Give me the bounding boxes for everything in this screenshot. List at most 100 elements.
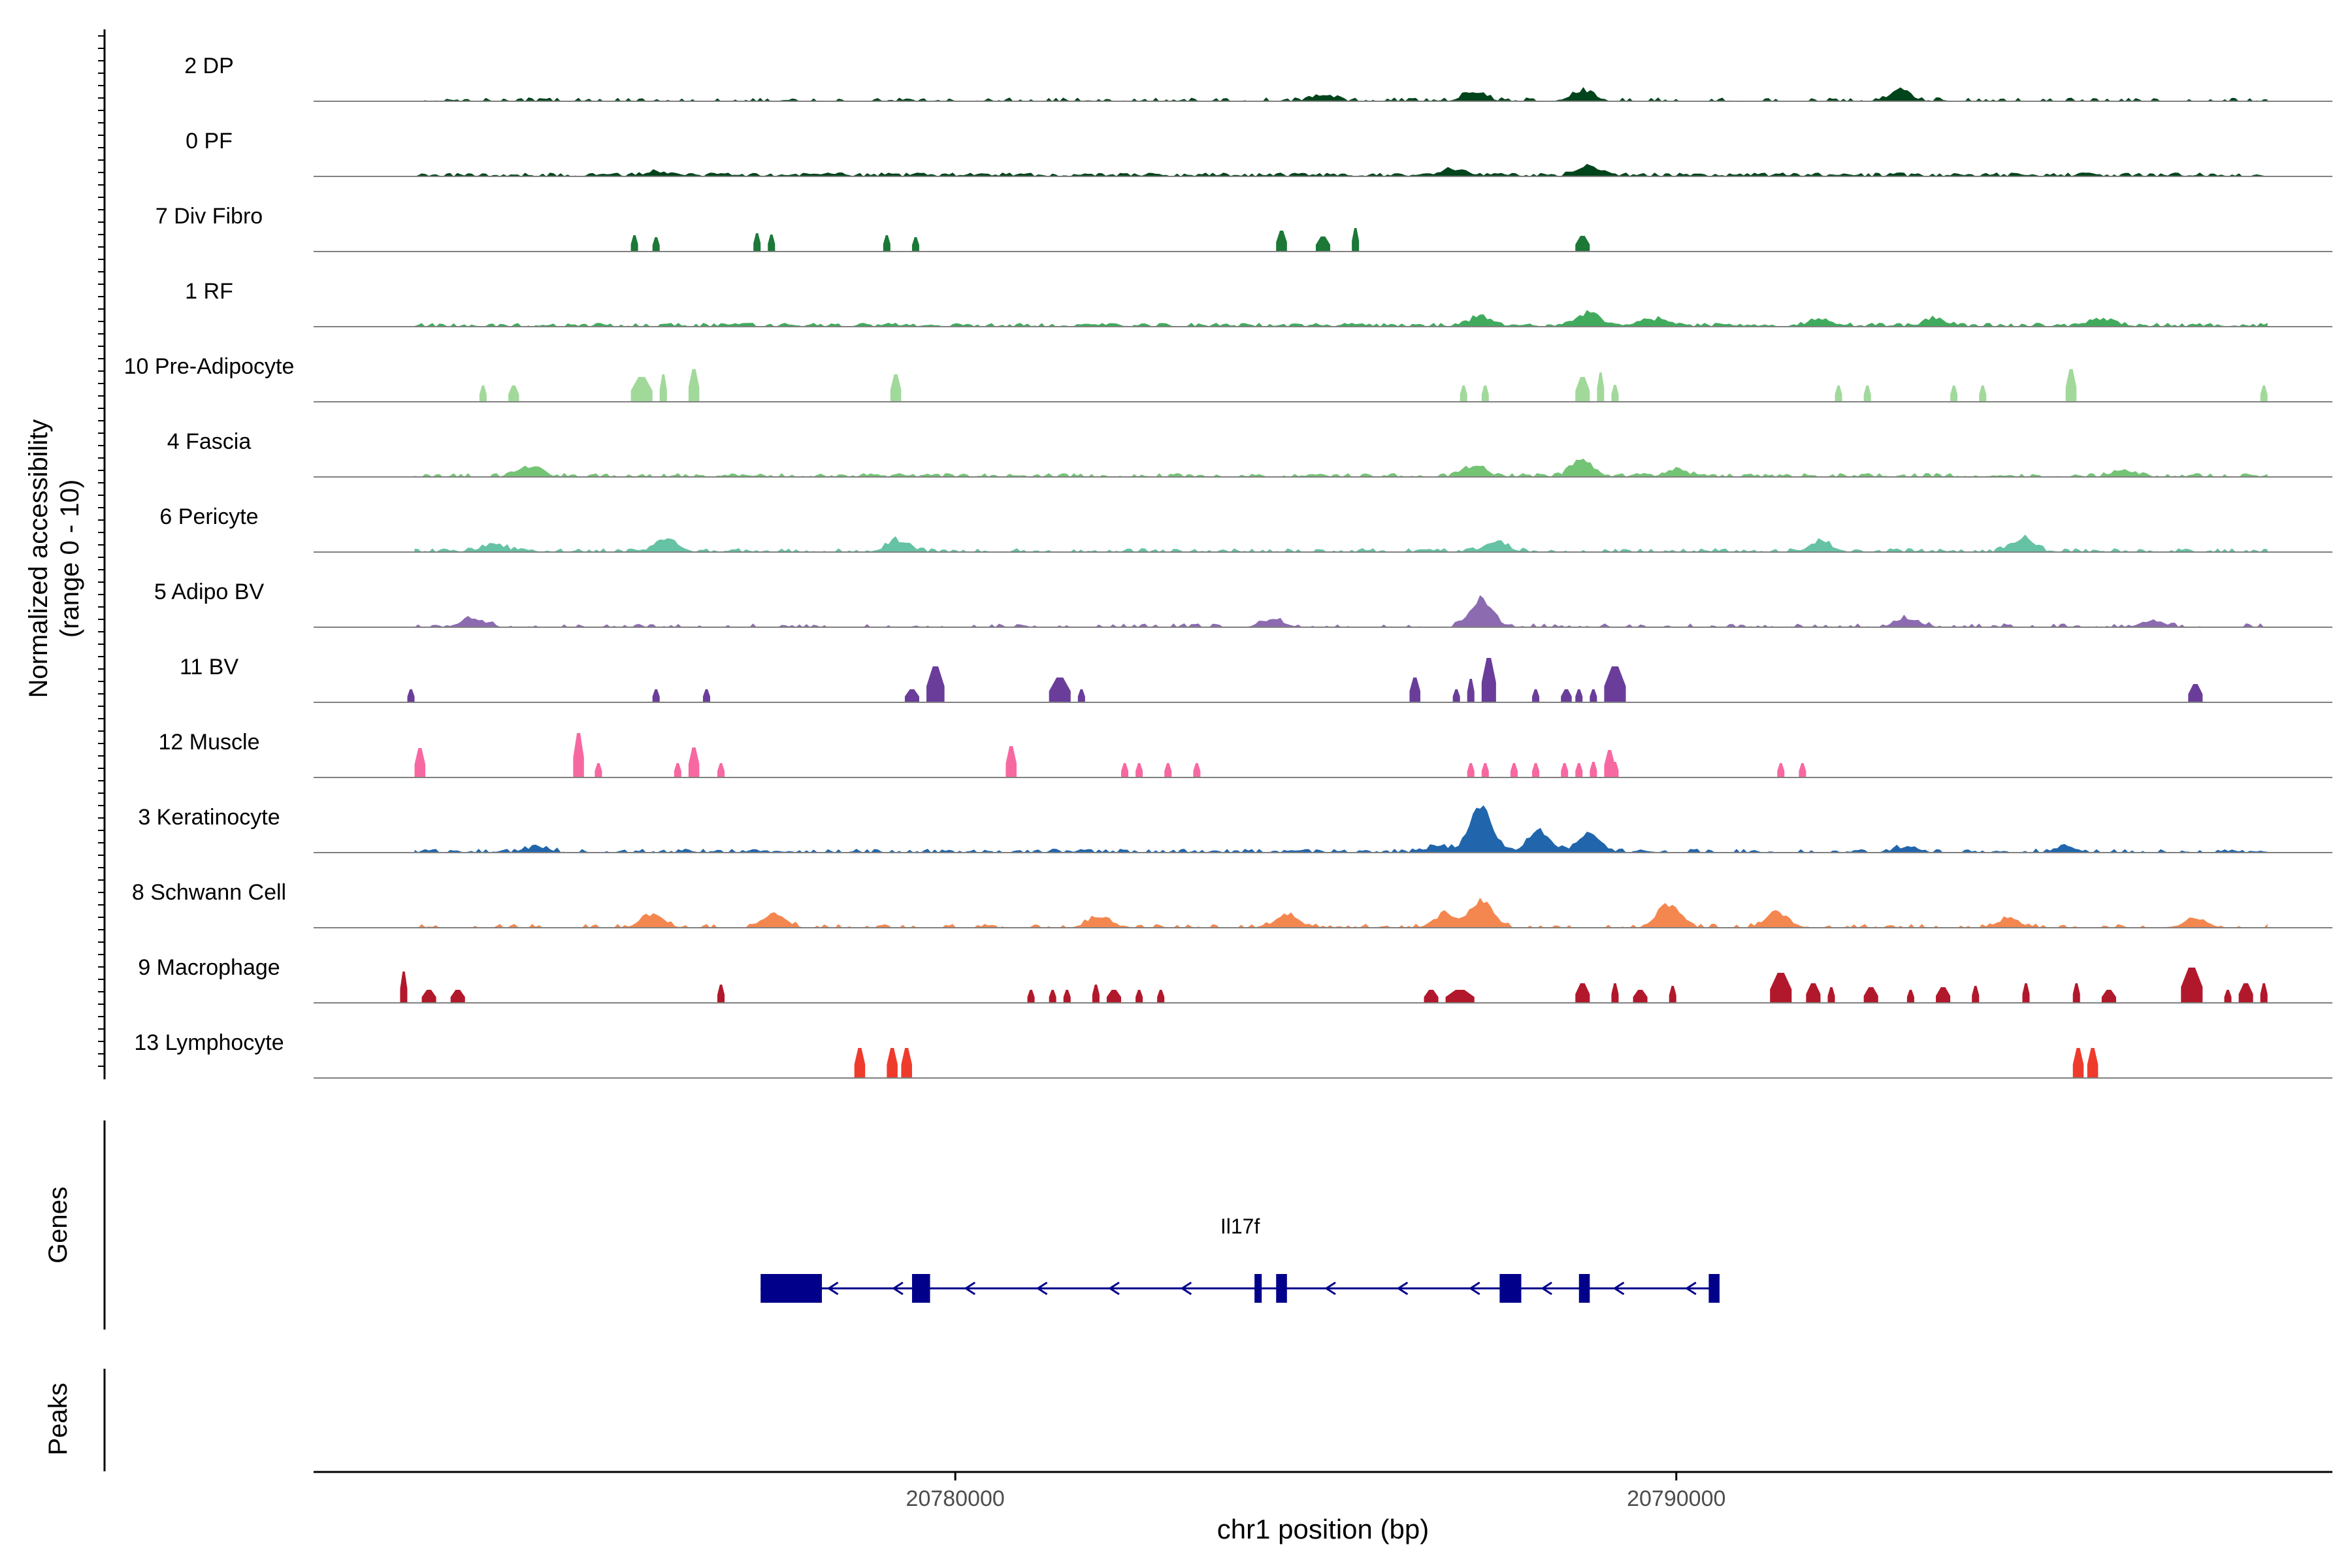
x-tick-label: 20790000 [1627,1486,1725,1511]
coverage-peak [1467,763,1475,777]
track-8-schwann-cell: 8 Schwann Cell [132,880,2332,928]
coverage-peak [1863,385,1871,402]
coverage-area [414,805,2268,853]
coverage-peak [1135,763,1143,777]
coverage-peak [1452,689,1460,702]
coverage-peak [1532,689,1540,702]
strand-arrow [826,1281,839,1296]
coverage-peak [2260,983,2268,1003]
track-7-div-fibro: 7 Div Fibro [155,204,2332,252]
gene-track-il17f: Il17f [760,1215,1720,1303]
coverage-peak [1835,385,1842,402]
coverage-peak [1424,990,1439,1003]
coverage-peak [1092,985,1100,1003]
coverage-peak [2181,968,2203,1003]
track-9-macrophage: 9 Macrophage [138,955,2332,1004]
coverage-peak [479,385,487,402]
gene-exon [1254,1274,1262,1303]
track-11-bv: 11 BV [180,655,2332,703]
coverage-peak [1950,385,1958,402]
x-tick-label: 20780000 [906,1486,1005,1511]
gene-exon [1499,1274,1522,1303]
track-label: 5 Adipo BV [154,580,265,604]
coverage-peak [1005,746,1017,777]
coverage-peak [717,763,725,777]
coverage-peak [854,1048,866,1078]
coverage-peak [652,237,660,252]
strand-arrow [1541,1281,1552,1296]
coverage-peak [407,689,415,702]
coverage-peak [1806,983,1821,1003]
coverage-peak [1049,990,1056,1003]
strand-arrow [964,1281,976,1296]
track-6-pericyte: 6 Pericyte [159,504,2332,553]
coverage-peak [2065,369,2077,402]
coverage-peak [1863,987,1878,1003]
coverage-y-ticks [98,35,105,1067]
track-label: 10 Pre-Adipocyte [124,354,295,379]
track-label: 9 Macrophage [138,955,280,980]
peaks-panel-label: Peaks [44,1382,73,1455]
strand-arrow [1180,1281,1192,1296]
y-axis-label: Normalized accessibility [24,419,53,698]
coverage-peak [2238,983,2253,1003]
coverage-peak [400,972,408,1003]
coverage-peak [883,235,890,252]
track-label: 8 Schwann Cell [132,880,286,905]
coverage-peak [2260,385,2268,402]
coverage-peak [2224,990,2232,1003]
coverage-peak [630,235,638,252]
coverage-peak [887,1048,898,1078]
track-4-fascia: 4 Fascia [167,429,2332,478]
coverage-peak [595,763,602,777]
track-label: 13 Lymphocyte [134,1030,284,1055]
track-label: 12 Muscle [159,730,260,755]
coverage-peak [2188,684,2203,702]
track-label: 3 Keratinocyte [138,805,280,830]
coverage-peak [659,374,667,402]
coverage-peak [688,369,700,402]
coverage-peak [1510,763,1518,777]
track-3-keratinocyte: 3 Keratinocyte [138,805,2332,853]
coverage-peak [1157,990,1165,1003]
coverage-peak [1049,678,1071,702]
track-2-dp: 2 DP [184,54,2332,102]
coverage-peak [1799,763,1806,777]
coverage-peak [753,233,761,252]
coverage-peak [1575,236,1590,252]
coverage-peak [1352,228,1360,252]
coverage-peak [1193,763,1201,777]
coverage-peak [652,689,660,702]
coverage-peak [1575,983,1590,1003]
coverage-peak [688,747,700,777]
coverage-peak [630,377,653,402]
coverage-peak [1027,990,1035,1003]
gene-exon [1708,1274,1720,1303]
coverage-peak [911,237,919,252]
track-label: 1 RF [185,279,233,304]
strand-arrow [1612,1281,1625,1296]
strand-arrow [1108,1281,1120,1296]
gene-name-label: Il17f [1220,1215,1260,1238]
coverage-peak [1906,990,1914,1003]
coverage-peak [717,985,725,1003]
coverage-peak [1164,763,1172,777]
coverage-peak [1575,763,1583,777]
coverage-peak [1315,237,1331,252]
coverage-peak [890,374,902,402]
coverage-peak [2087,1048,2099,1078]
coverage-peak [1460,385,1467,402]
coverage-peak [1575,377,1590,402]
track-label: 2 DP [184,54,234,78]
coverage-peak [1077,689,1085,702]
coverage-peak [1532,763,1540,777]
coverage-peak [1481,763,1489,777]
coverage-peak [1445,990,1475,1003]
coverage-peak [702,689,710,702]
x-axis-label: chr1 position (bp) [1217,1514,1429,1544]
coverage-peak [1611,983,1619,1003]
strand-arrow [1685,1281,1697,1296]
gene-exon [911,1274,930,1303]
track-label: 7 Div Fibro [155,204,263,229]
track-label: 0 PF [186,129,233,154]
